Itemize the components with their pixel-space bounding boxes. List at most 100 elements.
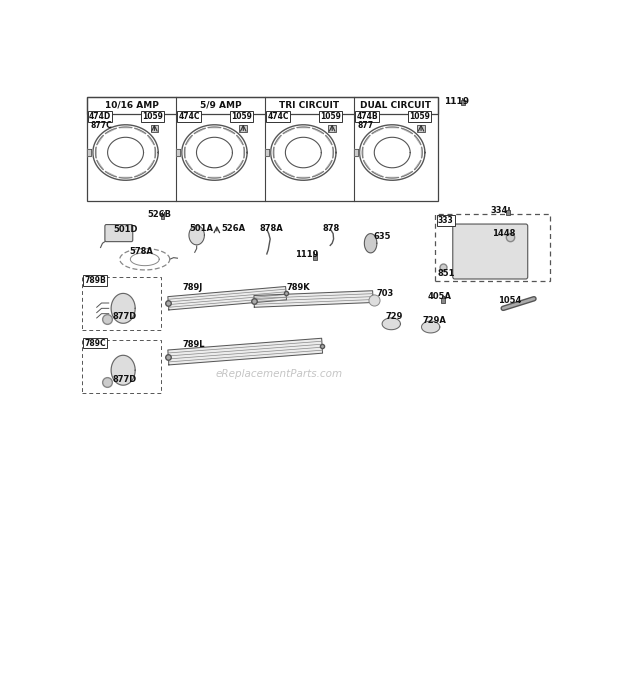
Polygon shape: [194, 171, 205, 177]
Polygon shape: [168, 286, 286, 310]
Polygon shape: [275, 135, 281, 145]
Text: 1119: 1119: [294, 250, 318, 259]
Polygon shape: [265, 149, 269, 156]
Bar: [87, 96, 438, 200]
Polygon shape: [168, 338, 322, 365]
Text: 789C: 789C: [84, 338, 106, 347]
Bar: [461, 100, 465, 105]
Polygon shape: [95, 147, 96, 158]
Text: 789K: 789K: [286, 283, 310, 292]
Text: 878: 878: [322, 224, 340, 233]
Polygon shape: [283, 128, 294, 134]
Polygon shape: [326, 160, 332, 170]
Text: 729: 729: [385, 313, 402, 322]
Text: 1059: 1059: [231, 112, 252, 121]
Polygon shape: [87, 149, 91, 156]
Text: 1119: 1119: [444, 97, 469, 106]
Polygon shape: [363, 135, 370, 145]
Polygon shape: [148, 135, 154, 145]
Text: 474C: 474C: [179, 112, 200, 121]
Text: 877D: 877D: [112, 313, 136, 322]
Text: 729A: 729A: [422, 315, 446, 324]
Polygon shape: [97, 135, 104, 145]
Polygon shape: [186, 135, 192, 145]
Polygon shape: [401, 171, 412, 177]
Bar: [239, 125, 247, 132]
Bar: [161, 214, 164, 219]
Polygon shape: [237, 135, 243, 145]
Text: TRI CIRCUIT: TRI CIRCUIT: [279, 100, 339, 109]
Text: 635: 635: [374, 231, 391, 240]
Polygon shape: [135, 128, 146, 134]
Bar: [87, 96, 438, 114]
Polygon shape: [362, 147, 363, 158]
Polygon shape: [254, 291, 373, 307]
Text: 789J: 789J: [182, 283, 203, 292]
Polygon shape: [97, 160, 104, 170]
Bar: [417, 125, 425, 132]
Polygon shape: [135, 171, 146, 177]
Polygon shape: [326, 135, 332, 145]
Polygon shape: [189, 226, 205, 245]
Text: 474B: 474B: [356, 112, 378, 121]
Bar: [313, 254, 317, 260]
Text: 474C: 474C: [267, 112, 289, 121]
Polygon shape: [223, 128, 235, 134]
Polygon shape: [223, 171, 235, 177]
Text: 1448: 1448: [492, 229, 515, 238]
Bar: [435, 214, 550, 281]
Text: 526A: 526A: [222, 224, 246, 233]
Text: 851: 851: [438, 269, 455, 278]
Text: 578A: 578A: [130, 247, 153, 256]
Polygon shape: [372, 128, 383, 134]
Polygon shape: [186, 160, 192, 170]
Text: DUAL CIRCUIT: DUAL CIRCUIT: [360, 100, 432, 109]
Bar: [506, 209, 510, 215]
Text: 526B: 526B: [147, 210, 171, 219]
Polygon shape: [176, 149, 180, 156]
Text: 1059: 1059: [320, 112, 341, 121]
Text: 877C: 877C: [91, 121, 113, 130]
Text: 501A: 501A: [189, 224, 213, 233]
Polygon shape: [148, 160, 154, 170]
Text: 878A: 878A: [259, 224, 283, 233]
Polygon shape: [105, 171, 117, 177]
Polygon shape: [363, 160, 370, 170]
Text: 334: 334: [491, 206, 508, 215]
Text: 1054: 1054: [498, 297, 521, 306]
Text: 789L: 789L: [182, 340, 205, 349]
Bar: [329, 125, 336, 132]
Polygon shape: [184, 147, 185, 158]
Text: 405A: 405A: [427, 292, 451, 301]
FancyBboxPatch shape: [453, 224, 528, 279]
Polygon shape: [237, 160, 243, 170]
Polygon shape: [401, 128, 412, 134]
Polygon shape: [382, 318, 401, 330]
Text: eReplacementParts.com: eReplacementParts.com: [216, 369, 343, 379]
Polygon shape: [372, 171, 383, 177]
Polygon shape: [111, 293, 135, 323]
Polygon shape: [312, 128, 324, 134]
Text: 789B: 789B: [84, 276, 106, 285]
Polygon shape: [333, 147, 334, 158]
Polygon shape: [275, 160, 281, 170]
Polygon shape: [312, 171, 324, 177]
Text: 333: 333: [438, 216, 454, 225]
Polygon shape: [155, 147, 156, 158]
Polygon shape: [365, 234, 377, 253]
Polygon shape: [414, 135, 421, 145]
Bar: [151, 125, 158, 132]
Polygon shape: [283, 171, 294, 177]
Text: 703: 703: [376, 290, 394, 299]
Polygon shape: [105, 128, 117, 134]
FancyBboxPatch shape: [105, 225, 133, 242]
Text: 501D: 501D: [113, 225, 138, 234]
Polygon shape: [111, 356, 135, 385]
Polygon shape: [422, 321, 440, 333]
Text: 877D: 877D: [112, 376, 136, 385]
Text: 1059: 1059: [409, 112, 430, 121]
Polygon shape: [353, 149, 358, 156]
Text: 5/9 AMP: 5/9 AMP: [200, 100, 241, 109]
Text: 877: 877: [358, 121, 374, 130]
Bar: [441, 298, 445, 303]
